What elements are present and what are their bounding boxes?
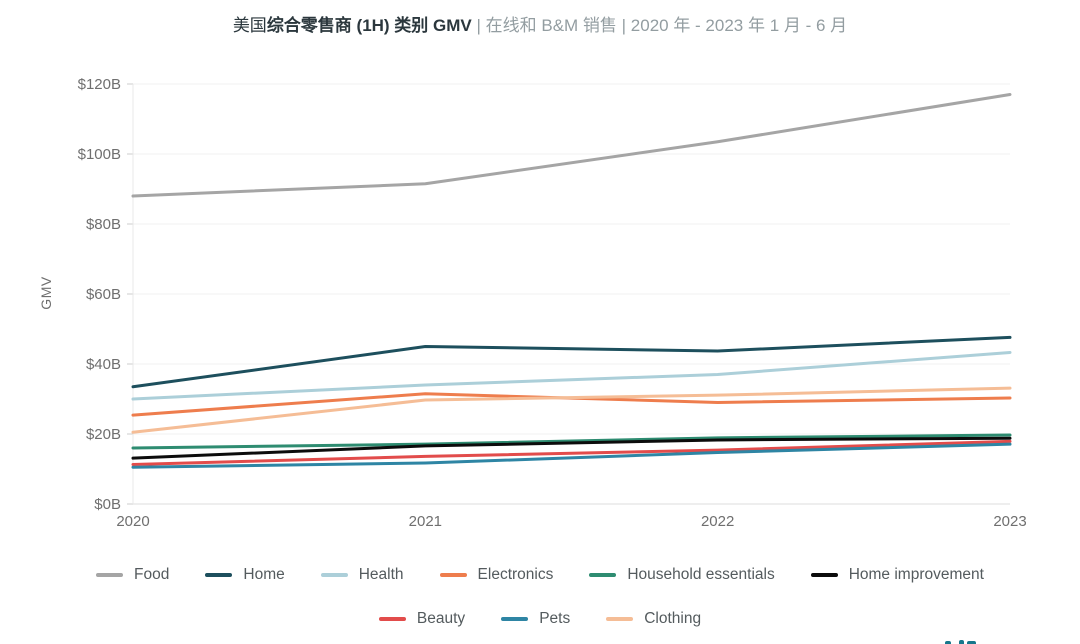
chart-title-bold: 综合零售商 (1H) 类别 GMV [266, 16, 472, 35]
legend-item-food: Food [96, 566, 169, 584]
legend-swatch-icon [606, 617, 634, 621]
series-line-beauty [131, 439, 1012, 466]
series-line-household-essentials [131, 433, 1012, 450]
legend-swatch-icon [439, 573, 467, 577]
legend-row-2: Beauty Pets Clothing [378, 610, 701, 628]
line-chart: $0B $20B $40B $60B $80B $100B $120B 2020 2021 202… [78, 76, 1027, 530]
legend-item-electronics: Electronics [439, 566, 554, 584]
legend-item-home: Home [205, 566, 285, 584]
legend-label: Beauty [416, 610, 466, 627]
x-tick-label: 2023 [993, 513, 1026, 530]
legend-swatch-icon [810, 573, 838, 577]
legend-label: Electronics [477, 566, 554, 583]
legend-swatch-icon [589, 573, 617, 577]
y-tick-label: $80B [86, 216, 121, 233]
legend-swatch-icon [205, 573, 233, 577]
series-line-clothing [131, 386, 1012, 434]
legend-item-beauty: Beauty [378, 610, 466, 628]
series-line-food [131, 93, 1012, 198]
legend-item-home-improvement: Home improvement [810, 566, 984, 584]
legend-row-1: Food Home Health Electronics Household essen… [96, 566, 984, 584]
chart-title: 美国综合零售商 (1H) 类别 GMV | 在线和 B&M 销售 | 2020 … [0, 11, 1080, 36]
chart-title-suffix: 在线和 B&M 销售 | 2020 年 - 2023 年 1 月 - 6 月 [485, 16, 848, 35]
y-tick-label: $120B [78, 76, 121, 93]
chart-title-separator: | [471, 16, 486, 35]
y-tick-label: $20B [86, 426, 121, 443]
series-line-health [131, 350, 1012, 401]
series-line-pets [131, 442, 1012, 469]
legend-swatch-icon [378, 617, 406, 621]
x-tick-label: 2022 [701, 513, 734, 530]
y-tick-label: $40B [86, 356, 121, 373]
chart-title-prefix: 美国 [232, 16, 267, 35]
legend-label: Clothing [644, 610, 702, 627]
x-tick-label: 2021 [409, 513, 442, 530]
legend-item-household-essentials: Household essentials [589, 566, 775, 584]
series-line-home [131, 335, 1012, 389]
legend-label: Home improvement [848, 566, 984, 583]
x-tick-label: 2020 [116, 513, 149, 530]
legend-label: Household essentials [627, 566, 775, 583]
legend-label: Food [134, 566, 170, 583]
series-line-home-improvement [131, 436, 1012, 460]
legend-item-clothing: Clothing [606, 610, 701, 628]
legend-label: Health [358, 566, 404, 583]
y-tick-label: $0B [94, 496, 121, 513]
y-tick-label: $100B [78, 146, 121, 163]
legend-item-health: Health [320, 566, 404, 584]
y-tick-label: $60B [86, 286, 121, 303]
legend-swatch-icon [501, 617, 529, 621]
legend-swatch-icon [320, 573, 348, 577]
legend-label: Home [243, 566, 285, 583]
chart-legend: Food Home Health Electronics Household essen… [0, 566, 1080, 628]
legend-label: Pets [539, 610, 571, 627]
brand-logo-partial-icon [941, 638, 985, 644]
legend-swatch-icon [96, 573, 124, 577]
legend-item-pets: Pets [501, 610, 570, 628]
y-axis-title: GMV [38, 276, 54, 310]
